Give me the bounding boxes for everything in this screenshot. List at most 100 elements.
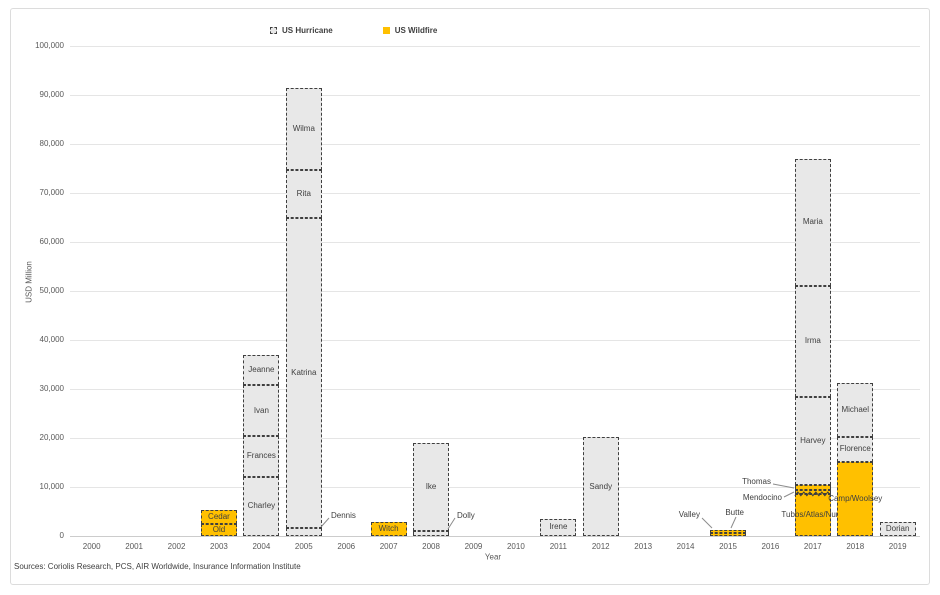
bar-segment-label: Katrina <box>291 368 317 378</box>
bar-segment-michael: Michael <box>837 382 874 437</box>
gridline <box>70 291 920 292</box>
bar-segment-label: Rita <box>296 188 311 198</box>
callout-valley: Valley <box>678 510 700 519</box>
x-tick-label: 2002 <box>167 542 186 551</box>
x-tick-label: 2019 <box>888 542 907 551</box>
y-tick-label: 50,000 <box>39 286 64 295</box>
gridline <box>70 46 920 47</box>
bar-segment-label: Dorian <box>885 524 910 534</box>
x-tick-label: 2017 <box>803 542 822 551</box>
bar-segment-old: Old <box>200 524 237 536</box>
bar-segment-harvey: Harvey <box>794 396 831 486</box>
gridline <box>70 193 920 194</box>
x-tick-label: 2000 <box>82 542 101 551</box>
legend-label-wildfire: US Wildfire <box>394 26 438 35</box>
x-tick-label: 2006 <box>337 542 356 551</box>
hurricane-swatch-icon <box>270 27 277 34</box>
bar-segment-label: Old <box>212 525 226 535</box>
bar-segment-maria: Maria <box>794 158 831 286</box>
y-tick-label: 10,000 <box>39 482 64 491</box>
gridline <box>70 144 920 145</box>
x-tick-label: 2018 <box>846 542 865 551</box>
legend-label-hurricane: US Hurricane <box>282 26 333 35</box>
gridline <box>70 95 920 96</box>
y-tick-label: 80,000 <box>39 139 64 148</box>
bar-segment-wilma: Wilma <box>285 88 322 170</box>
gridline <box>70 487 920 488</box>
x-tick-label: 2003 <box>210 542 228 551</box>
bar-segment-label: Ike <box>425 481 437 491</box>
bar-segment-label: Ivan <box>253 405 269 415</box>
y-tick-label: 40,000 <box>39 335 64 344</box>
legend: US Hurricane US Wildfire <box>270 26 437 35</box>
bar-segment-cedar: Cedar <box>200 510 237 525</box>
bar-segment-label: Frances <box>246 451 276 461</box>
legend-item-hurricane: US Hurricane <box>270 26 333 35</box>
bar-segment-valley <box>710 532 746 536</box>
bar-segment-frances: Frances <box>243 436 280 477</box>
y-tick-label: 70,000 <box>39 188 64 197</box>
y-tick-label: 30,000 <box>39 384 64 393</box>
bar-segment-label: Witch <box>378 523 399 533</box>
x-tick-label: 2014 <box>676 542 695 551</box>
x-tick-label: 2004 <box>252 542 271 551</box>
x-tick-label: 2015 <box>719 542 737 551</box>
x-tick-label: 2005 <box>294 542 313 551</box>
bar-segment-thomas <box>794 485 831 490</box>
callout-dennis: Dennis <box>331 511 356 520</box>
bar-segment-label: Florence <box>839 444 871 454</box>
bar-segment-label: Jeanne <box>248 365 275 375</box>
x-tick-label: 2010 <box>506 542 525 551</box>
bar-segment-ike: Ike <box>413 442 450 531</box>
bar-segment-label: Tubbs/Atlas/Nuns <box>781 509 845 519</box>
y-tick-label: 20,000 <box>39 433 64 442</box>
gridline <box>70 389 920 390</box>
x-tick-label: 2016 <box>761 542 780 551</box>
source-note: Sources: Coriolis Research, PCS, AIR Wor… <box>14 562 301 571</box>
y-tick-label: 60,000 <box>39 237 64 246</box>
x-tick-label: 2012 <box>591 542 610 551</box>
chart-frame <box>10 8 930 585</box>
x-tick-label: 2007 <box>379 542 398 551</box>
x-tick-label: 2009 <box>464 542 483 551</box>
bar-segment-witch: Witch <box>370 521 407 536</box>
bar-segment-label: Irene <box>549 522 568 532</box>
bar-segment-dorian: Dorian <box>879 522 916 536</box>
legend-item-wildfire: US Wildfire <box>382 26 438 35</box>
bar-segment-rita: Rita <box>285 169 322 218</box>
bar-segment-label: Charley <box>247 501 276 511</box>
wildfire-swatch-icon <box>382 27 390 34</box>
y-tick-label: 0 <box>59 531 64 540</box>
gridline <box>70 340 920 341</box>
bar-segment-label: Maria <box>802 217 823 227</box>
bar-segment-label: Michael <box>841 404 870 414</box>
bar-segment-label: Camp/Woolsey <box>828 493 883 503</box>
bar-segment-irma: Irma <box>794 285 831 397</box>
bar-segment-butte <box>710 530 746 533</box>
bar-segment-jeanne: Jeanne <box>243 355 280 386</box>
gridline <box>70 438 920 439</box>
gridline <box>70 242 920 243</box>
x-axis-title: Year <box>484 552 502 562</box>
y-axis-title: USD Million <box>24 261 34 303</box>
x-tick-label: 2013 <box>634 542 653 551</box>
bar-segment-label: Sandy <box>589 481 613 491</box>
bar-segment-katrina: Katrina <box>285 217 322 529</box>
callout-thomas: Thomas <box>742 477 771 486</box>
bar-segment-label: Harvey <box>800 435 826 445</box>
x-axis-line <box>70 536 920 537</box>
bar-segment-irene: Irene <box>540 518 577 536</box>
bar-segment-dennis <box>285 528 322 536</box>
bar-segment-sandy: Sandy <box>582 437 619 536</box>
callout-butte: Butte <box>725 508 744 517</box>
bar-segment-florence: Florence <box>837 436 874 462</box>
y-tick-label: 90,000 <box>39 90 64 99</box>
bar-segment-tubbs-atlas-nuns: Tubbs/Atlas/Nuns <box>781 493 844 536</box>
bar-segment-label: Cedar <box>208 512 230 522</box>
x-tick-label: 2008 <box>422 542 440 551</box>
bar-segment-label: Irma <box>804 336 821 346</box>
bar-segment-label: Wilma <box>292 124 315 134</box>
bar-segment-camp-woolsey: Camp/Woolsey <box>828 462 882 536</box>
bar-segment-dolly <box>413 530 450 536</box>
